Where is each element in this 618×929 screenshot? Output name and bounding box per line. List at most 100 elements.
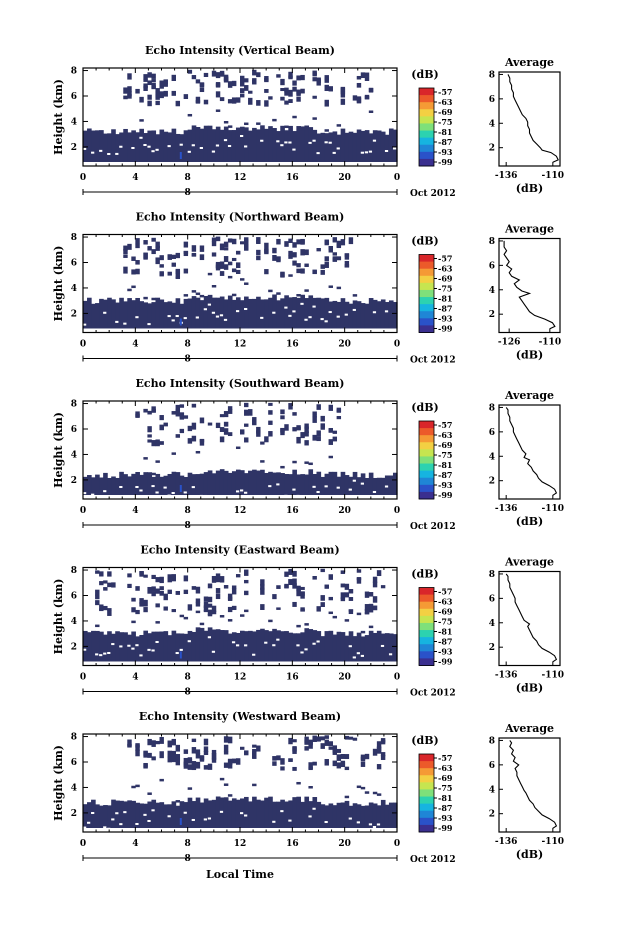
echo-column	[99, 477, 104, 495]
echo-gap	[244, 308, 248, 311]
echo-gap	[235, 490, 240, 493]
echo-block	[344, 795, 350, 799]
echo-block	[240, 93, 245, 98]
echo-block	[344, 592, 350, 598]
echo-column	[320, 298, 326, 329]
echo-column	[328, 630, 334, 662]
echo-block	[139, 571, 144, 577]
echo-block	[183, 268, 189, 274]
echo-block	[183, 749, 189, 754]
echo-gap	[179, 648, 183, 651]
echo-column	[199, 802, 205, 828]
echo-block	[364, 791, 370, 794]
colorbar-tick-label: -69	[438, 607, 453, 617]
echo-column	[155, 802, 161, 828]
profile-y-tick-label: 4	[489, 286, 495, 296]
echo-block	[95, 570, 100, 574]
echo-block	[227, 606, 233, 613]
echo-block	[219, 243, 225, 251]
echo-block	[352, 294, 358, 297]
echo-column	[388, 802, 394, 828]
echo-column	[91, 477, 96, 495]
echo-block	[312, 270, 317, 274]
echo-block	[300, 586, 305, 590]
echo-block	[235, 574, 241, 578]
echo-block	[280, 272, 285, 278]
colorbar-frame	[418, 254, 435, 333]
echo-gap	[272, 644, 276, 647]
echo-block	[300, 268, 305, 274]
echo-block	[167, 254, 172, 260]
x-tick-label: 4	[132, 173, 138, 183]
echo-column	[240, 630, 245, 662]
echo-block	[151, 591, 156, 597]
echo-gap	[352, 308, 356, 311]
echo-block	[260, 441, 265, 445]
echo-gap	[336, 486, 340, 489]
x-tick-label: 12	[234, 673, 247, 683]
date-label: 8	[185, 188, 191, 198]
x-tick-label: 0	[80, 173, 86, 183]
echo-block	[360, 786, 366, 790]
echo-column	[336, 802, 342, 828]
colorbar-tick-label: -63	[438, 97, 453, 107]
echo-column	[183, 298, 189, 329]
echo-block	[272, 118, 277, 122]
echo-block	[195, 601, 201, 607]
colorbar-segment	[419, 130, 434, 139]
echo-block	[203, 601, 209, 609]
echo-column	[252, 796, 257, 828]
colorbar-tick-label: -93	[438, 147, 453, 157]
echo-gap	[119, 645, 123, 648]
echo-column	[360, 636, 366, 662]
echo-block	[215, 265, 221, 271]
echo-block	[288, 238, 293, 243]
echo-block	[348, 597, 354, 601]
echo-block	[356, 82, 362, 88]
echo-column	[304, 474, 310, 495]
echo-block	[332, 252, 338, 256]
echo-block	[227, 406, 233, 410]
echo-gap	[215, 315, 220, 318]
echo-block	[328, 439, 333, 445]
echo-block	[151, 237, 156, 242]
profile-line	[505, 573, 558, 663]
echo-block	[223, 744, 229, 752]
echo-column	[280, 631, 285, 662]
echo-block	[376, 746, 382, 754]
echo-column	[211, 799, 217, 828]
profile-y-tick-label: 6	[489, 261, 495, 271]
echo-gap	[288, 495, 292, 498]
echo-gap	[231, 641, 236, 644]
echo-column	[300, 801, 306, 828]
echo-column	[191, 474, 197, 495]
echo-block	[292, 427, 297, 432]
echo-gap	[107, 152, 111, 155]
echo-block	[304, 249, 309, 256]
date-label: 8	[185, 355, 191, 365]
echo-block	[155, 241, 160, 249]
echo-block	[127, 91, 132, 97]
colorbar-segment	[419, 491, 434, 500]
echo-column	[304, 628, 310, 662]
echo-block	[167, 574, 172, 578]
colorbar-segment	[419, 477, 434, 486]
echo-column	[288, 474, 293, 495]
echo-column	[171, 128, 177, 162]
echo-block	[288, 403, 293, 410]
echo-block	[324, 240, 329, 246]
echo-block	[296, 239, 301, 245]
echo-block	[304, 423, 309, 429]
echo-column	[115, 800, 120, 828]
echo-gap	[215, 144, 220, 147]
colorbar-tick-label: -87	[438, 470, 452, 480]
echo-column	[328, 471, 334, 495]
echo-column	[163, 804, 169, 828]
echo-block	[296, 91, 301, 96]
echo-column	[316, 471, 322, 495]
echo-block	[207, 583, 213, 589]
echo-column	[87, 632, 92, 662]
echo-column	[215, 297, 221, 329]
echo-column	[107, 297, 112, 329]
echo-column	[83, 130, 88, 162]
